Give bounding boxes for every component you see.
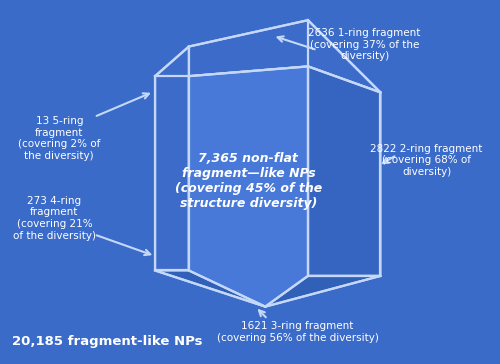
Text: 20,185 fragment-like NPs: 20,185 fragment-like NPs <box>12 335 202 348</box>
Polygon shape <box>155 47 189 270</box>
Polygon shape <box>155 270 380 306</box>
Text: 2822 2-ring fragment
(covering 68% of
diversity): 2822 2-ring fragment (covering 68% of di… <box>370 144 483 177</box>
Text: 1621 3-ring fragment
(covering 56% of the diversity): 1621 3-ring fragment (covering 56% of th… <box>216 321 378 343</box>
Text: 273 4-ring
fragment
(covering 21%
of the diversity): 273 4-ring fragment (covering 21% of the… <box>13 196 96 241</box>
Text: 2636 1-ring fragment
(covering 37% of the
diversity): 2636 1-ring fragment (covering 37% of th… <box>308 28 421 62</box>
Text: 7,365 non-flat
fragment—like NPs
(covering 45% of the
structure diversity): 7,365 non-flat fragment—like NPs (coveri… <box>175 151 322 210</box>
Polygon shape <box>189 20 380 92</box>
Text: 13 5-ring
fragment
(covering 2% of
the diversity): 13 5-ring fragment (covering 2% of the d… <box>18 116 100 161</box>
Polygon shape <box>189 66 308 306</box>
Polygon shape <box>308 66 380 276</box>
